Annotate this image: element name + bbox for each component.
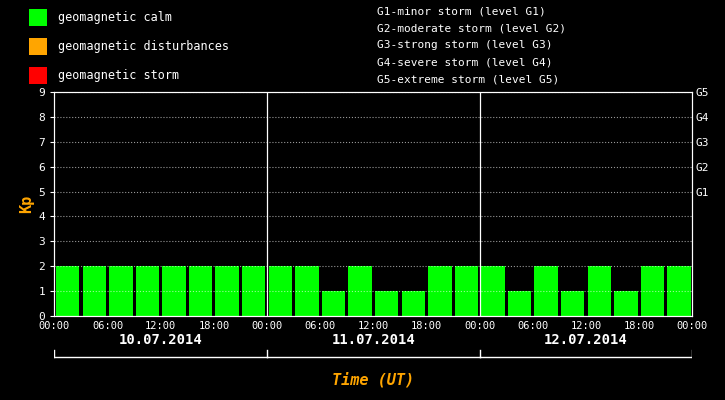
Text: geomagnetic storm: geomagnetic storm — [58, 69, 179, 82]
Bar — [269, 266, 292, 316]
Bar — [56, 266, 79, 316]
Bar — [375, 291, 398, 316]
Bar — [588, 266, 611, 316]
Bar — [481, 266, 505, 316]
Text: 12.07.2014: 12.07.2014 — [544, 333, 628, 347]
Bar — [614, 291, 637, 316]
FancyBboxPatch shape — [29, 9, 47, 26]
Bar — [402, 291, 425, 316]
Bar — [561, 291, 584, 316]
FancyBboxPatch shape — [29, 38, 47, 56]
Bar — [534, 266, 558, 316]
FancyBboxPatch shape — [29, 67, 47, 84]
Bar — [668, 266, 691, 316]
Bar — [136, 266, 159, 316]
Text: G1-minor storm (level G1): G1-minor storm (level G1) — [377, 6, 546, 16]
Text: G5-extreme storm (level G5): G5-extreme storm (level G5) — [377, 75, 559, 85]
Bar — [295, 266, 318, 316]
Text: G3-strong storm (level G3): G3-strong storm (level G3) — [377, 40, 552, 50]
Bar — [83, 266, 106, 316]
Bar — [428, 266, 452, 316]
Text: G4-severe storm (level G4): G4-severe storm (level G4) — [377, 58, 552, 68]
Bar — [109, 266, 133, 316]
Bar — [242, 266, 265, 316]
Bar — [508, 291, 531, 316]
Text: G2-moderate storm (level G2): G2-moderate storm (level G2) — [377, 23, 566, 33]
Bar — [641, 266, 664, 316]
Bar — [189, 266, 212, 316]
Text: 10.07.2014: 10.07.2014 — [119, 333, 202, 347]
Bar — [455, 266, 478, 316]
Bar — [162, 266, 186, 316]
Bar — [215, 266, 239, 316]
Bar — [349, 266, 372, 316]
Text: geomagnetic disturbances: geomagnetic disturbances — [58, 40, 229, 53]
Y-axis label: Kp: Kp — [20, 195, 34, 213]
Text: Time (UT): Time (UT) — [332, 372, 415, 388]
Bar — [322, 291, 345, 316]
Text: 11.07.2014: 11.07.2014 — [331, 333, 415, 347]
Text: geomagnetic calm: geomagnetic calm — [58, 11, 172, 24]
